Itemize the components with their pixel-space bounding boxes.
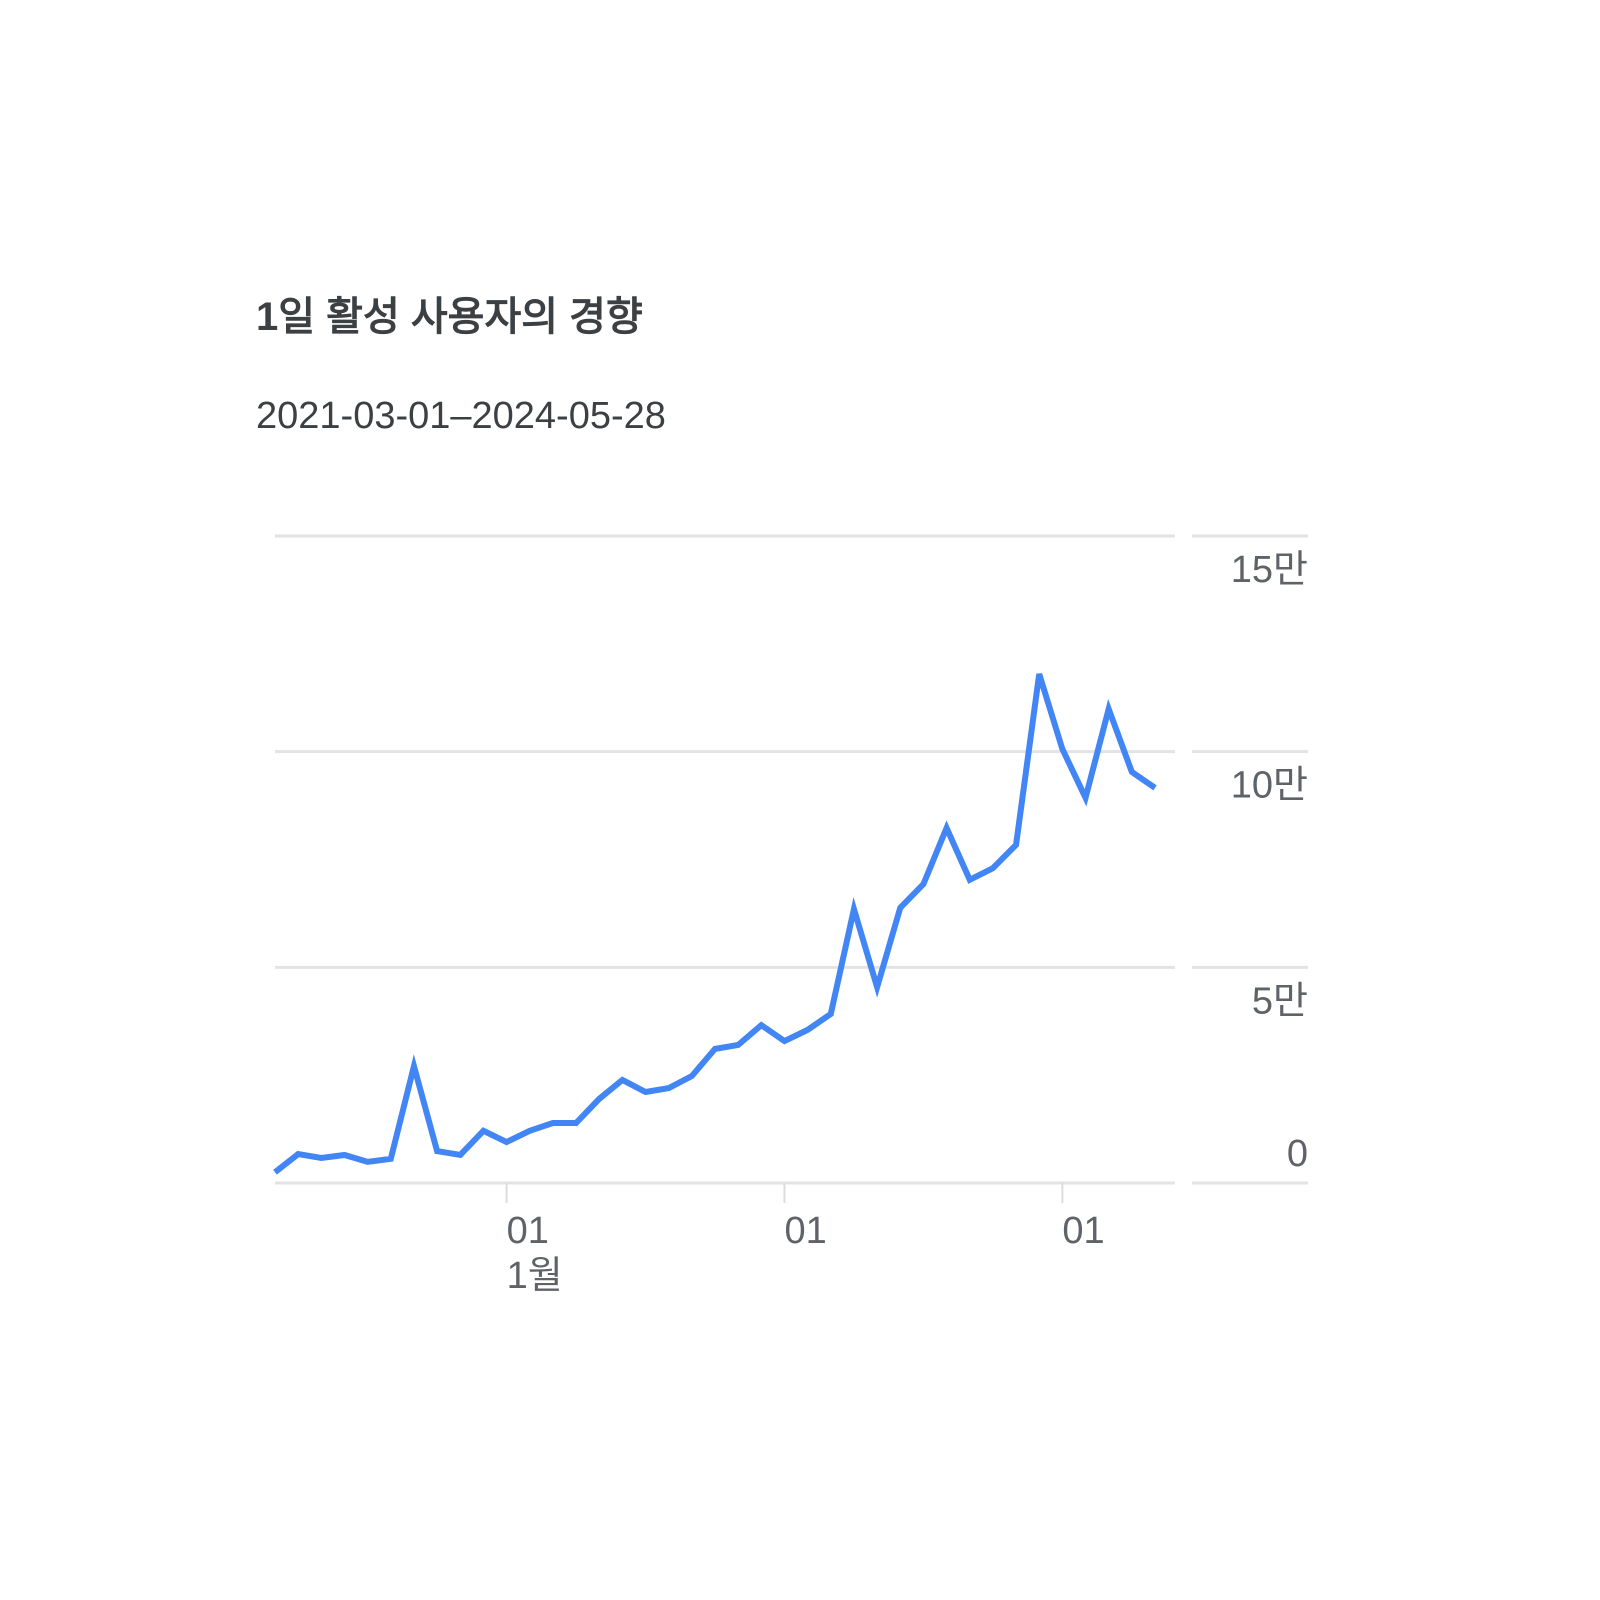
chart-title: 1일 활성 사용자의 경향 — [256, 295, 643, 339]
x-tick-label: 01 — [507, 1210, 549, 1252]
y-tick-label: 15만 — [1231, 549, 1308, 591]
y-tick-label: 0 — [1287, 1133, 1308, 1175]
x-tick-label: 01 — [1062, 1210, 1104, 1252]
x-tick-label: 01 — [784, 1210, 826, 1252]
data-line — [273, 673, 1157, 1175]
y-tick-label: 5만 — [1252, 980, 1308, 1022]
y-tick-label: 10만 — [1231, 765, 1308, 807]
chart-subtitle: 2021-03-01–2024-05-28 — [256, 395, 666, 437]
x-tick-sublabel: 1월 — [507, 1255, 563, 1297]
